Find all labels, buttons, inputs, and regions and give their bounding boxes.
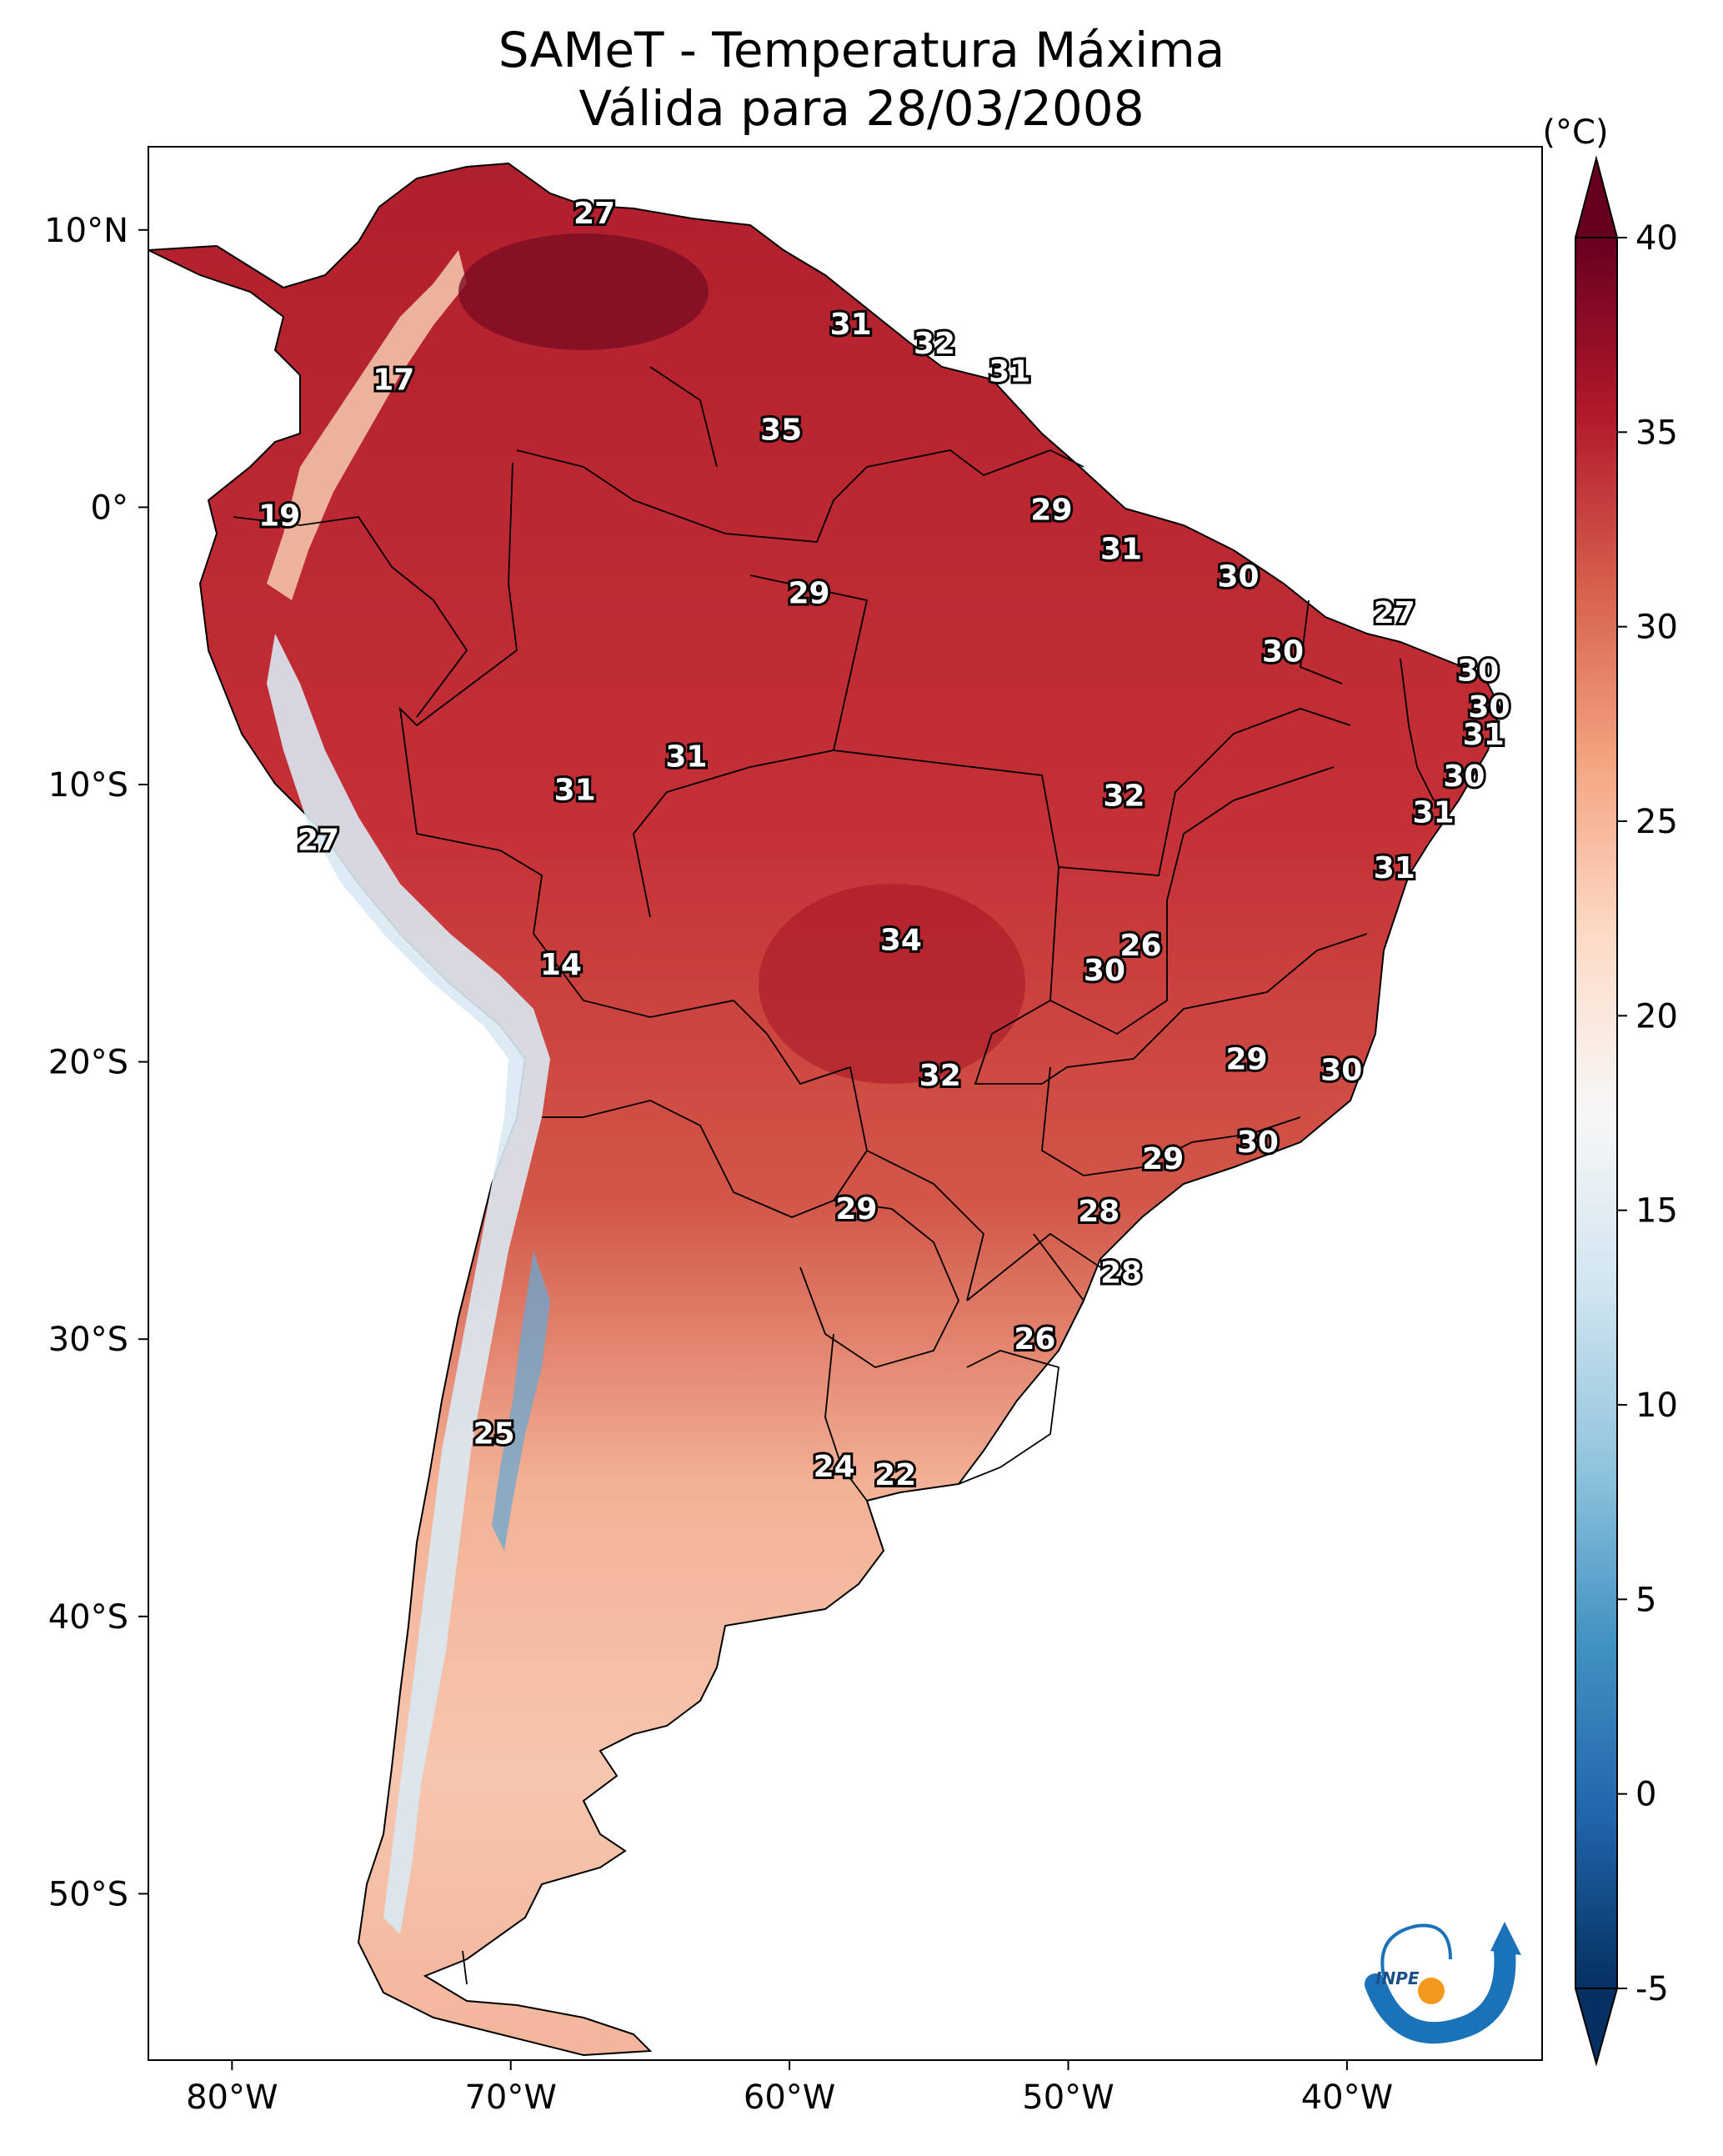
colorbar-tick-label: 35 xyxy=(1635,414,1678,452)
temperature-label: 27 xyxy=(298,824,339,858)
temperature-label: 31 xyxy=(554,774,596,808)
colorbar-top-arrow xyxy=(1574,155,1619,238)
temperature-label: 35 xyxy=(760,413,802,447)
colorbar-tick-label: 20 xyxy=(1635,997,1678,1035)
lon-tick-label: 40°W xyxy=(1301,2078,1393,2117)
lon-tick-label: 60°W xyxy=(744,2078,835,2117)
colorbar-tick-label: 15 xyxy=(1635,1192,1678,1231)
temperature-label: 30 xyxy=(1457,654,1499,689)
country-borders xyxy=(233,366,1435,1985)
logo-text: INPE xyxy=(1375,1968,1420,1988)
temperature-label: 31 xyxy=(989,354,1030,389)
temperature-label: 31 xyxy=(830,308,872,342)
lat-tick-label: 50°S xyxy=(48,1875,128,1913)
logo-swoosh-icon xyxy=(1365,1940,1516,2044)
lat-tick-label: 40°S xyxy=(48,1598,128,1637)
colorbar-tick-label: 5 xyxy=(1635,1581,1656,1619)
hot-core-north xyxy=(458,233,709,350)
colorbar-tick-label: 25 xyxy=(1635,803,1678,841)
logo-sun-icon xyxy=(1418,1978,1445,2004)
longitude-axis: 80°W 70°W 60°W 50°W 40°W xyxy=(186,2060,1393,2117)
temperature-label: 31 xyxy=(1463,718,1505,752)
temperature-label: 22 xyxy=(874,1458,916,1492)
temperature-label: 17 xyxy=(373,363,414,397)
inpe-logo: INPE xyxy=(1365,1922,1521,2044)
temperature-label: 27 xyxy=(1374,596,1415,630)
temperature-label: 28 xyxy=(1078,1195,1119,1229)
logo-arrow-icon xyxy=(1490,1922,1521,1955)
temperature-label: 29 xyxy=(1030,494,1072,528)
temperature-label: 25 xyxy=(473,1416,515,1451)
lat-tick-label: 10°N xyxy=(44,212,128,250)
lat-tick-label: 0° xyxy=(91,489,128,527)
temperature-label: 29 xyxy=(1225,1042,1267,1076)
temperature-label: 31 xyxy=(1374,851,1415,885)
temperature-label: 28 xyxy=(1100,1256,1142,1290)
colorbar-tick-label: 10 xyxy=(1635,1386,1678,1425)
lon-tick-label: 50°W xyxy=(1022,2078,1114,2117)
temperature-label: 31 xyxy=(665,740,707,775)
hot-core-central xyxy=(759,884,1025,1084)
temperature-label: 14 xyxy=(540,948,582,982)
andes-cold-core xyxy=(492,1251,550,1551)
temperature-label: 30 xyxy=(1084,954,1125,988)
temperature-label: 31 xyxy=(1100,532,1142,566)
colorbar-unit: (°C) xyxy=(1542,113,1608,152)
temperature-label: 30 xyxy=(1237,1126,1279,1160)
map-subtitle: Válida para 28/03/2008 xyxy=(579,80,1144,137)
temperature-label: 30 xyxy=(1443,760,1485,794)
temperature-label: 34 xyxy=(880,923,922,957)
temperature-label: 30 xyxy=(1468,690,1510,725)
colorbar-tick-label: 0 xyxy=(1635,1776,1656,1814)
temperature-label: 26 xyxy=(1119,929,1161,963)
lat-tick-label: 30°S xyxy=(48,1321,128,1359)
map-title: SAMeT - Temperatura Máxima xyxy=(498,22,1225,78)
temperature-label: 30 xyxy=(1217,560,1259,594)
temperature-label: 31 xyxy=(1413,795,1455,830)
logo-orbit-icon xyxy=(1380,1923,1452,1977)
temperature-label: 29 xyxy=(835,1192,877,1226)
colorbar-tick-label: 40 xyxy=(1635,219,1678,258)
latitude-axis: 10°N 0° 10°S 20°S 30°S 40°S 50°S xyxy=(44,212,148,1913)
temperature-label: 32 xyxy=(1103,779,1144,813)
temperature-label: 19 xyxy=(258,499,300,533)
temperature-label: 29 xyxy=(1142,1142,1184,1176)
colorbar-tick-label: 30 xyxy=(1635,609,1678,647)
colorbar: (°C) 40 35 30 25 20 15 10 5 0 -5 xyxy=(1542,113,1678,2067)
lat-tick-label: 10°S xyxy=(48,766,128,805)
lat-tick-label: 20°S xyxy=(48,1044,128,1082)
north-andes-cool-zone xyxy=(267,250,467,600)
lon-tick-label: 70°W xyxy=(464,2078,556,2117)
temperature-label: 27 xyxy=(573,197,615,231)
temperature-label: 32 xyxy=(914,327,955,361)
colorbar-ticks: 40 35 30 25 20 15 10 5 0 -5 xyxy=(1617,219,1678,2008)
lon-tick-label: 80°W xyxy=(186,2078,278,2117)
temperature-label: 30 xyxy=(1262,634,1304,669)
colorbar-gradient xyxy=(1575,237,1618,1989)
temperature-label: 32 xyxy=(919,1059,961,1093)
andes-cool-zone xyxy=(267,634,550,1934)
temperature-label: 26 xyxy=(1014,1322,1055,1356)
temperature-label: 24 xyxy=(814,1450,855,1484)
colorbar-bottom-arrow xyxy=(1574,1988,1619,2067)
temperature-label: 30 xyxy=(1320,1054,1362,1088)
colorbar-tick-label: -5 xyxy=(1635,1970,1669,2008)
temperature-label: 29 xyxy=(788,577,829,611)
